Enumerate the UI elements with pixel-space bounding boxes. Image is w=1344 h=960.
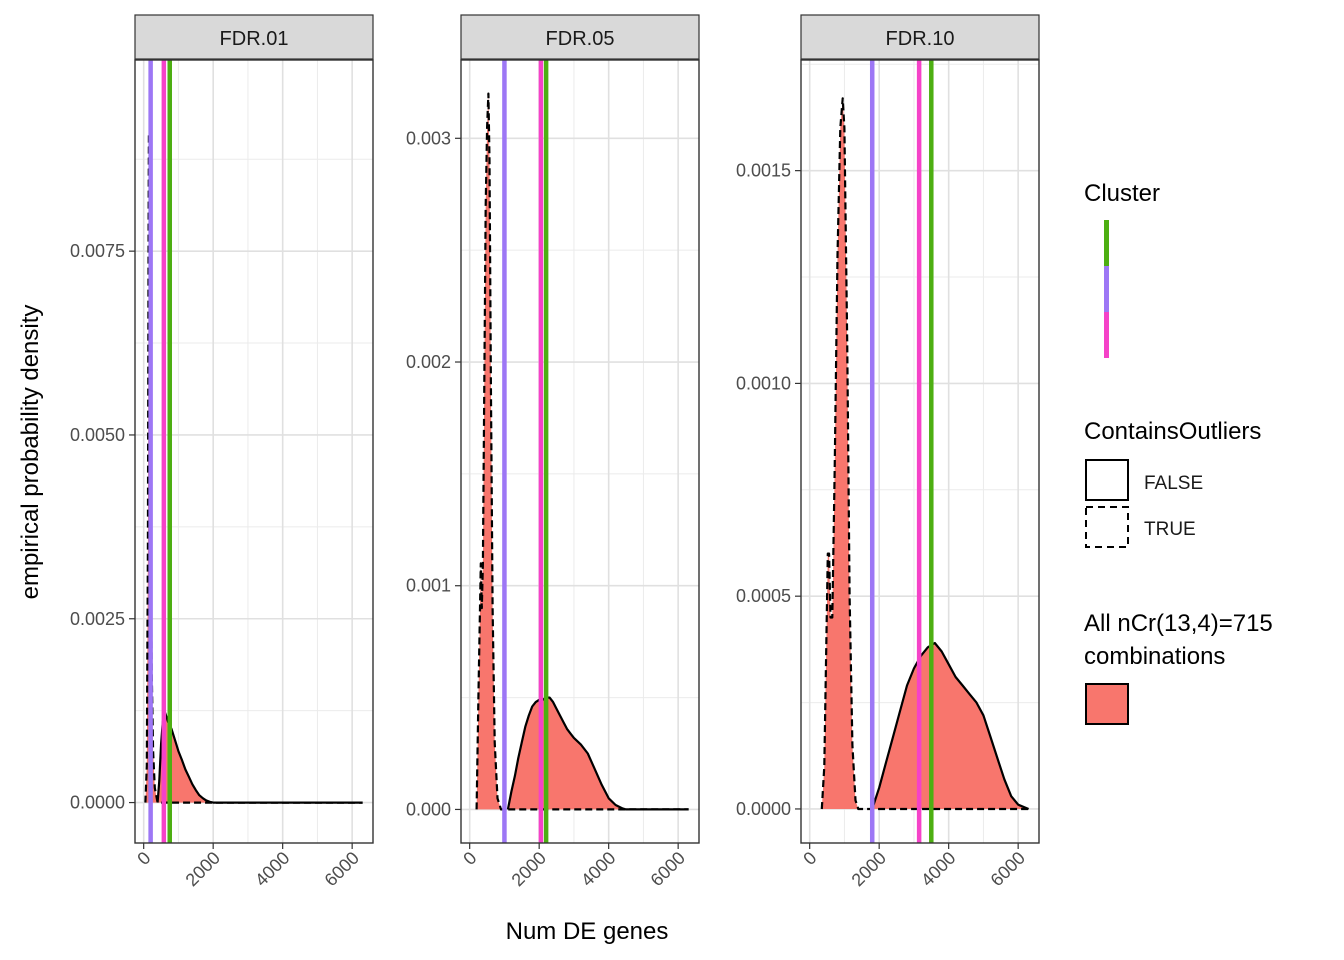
density-line-false <box>871 641 1030 811</box>
y-tick-label: 0.003 <box>406 128 451 148</box>
x-tick-label: 4000 <box>251 848 293 890</box>
grid <box>135 60 373 843</box>
facet-strip-label: FDR.10 <box>886 28 955 50</box>
facet-strip-label: FDR.01 <box>220 28 289 50</box>
y-tick-label: 0.0010 <box>736 373 791 393</box>
y-tick-label: 0.000 <box>406 799 451 819</box>
x-tick-label: 0 <box>459 848 480 869</box>
panel-border <box>134 59 374 844</box>
legend-outliers-title: ContainsOutliers <box>1084 418 1261 445</box>
legend-key-combinations <box>1085 683 1129 725</box>
x-tick-label: 0 <box>133 848 154 869</box>
x-tick-label: 6000 <box>987 848 1029 890</box>
panel-2: FDR.05 0.000 0.001 0.002 0.003 0 2000 4000 6000 <box>406 14 700 890</box>
y-tick-label: 0.0000 <box>736 799 791 819</box>
legend-label-false: FALSE <box>1144 473 1203 494</box>
panel-1: FDR.01 0.0000 0.0025 0.0050 0.0075 0 2000 4000 6… <box>70 14 374 890</box>
legend: Cluster ContainsOutliers FALSE TRUE All … <box>1084 180 1273 725</box>
density-fill-true <box>821 98 1029 810</box>
panel-border <box>800 59 1040 844</box>
x-tick-label: 4000 <box>577 848 619 890</box>
panel-border <box>460 59 700 844</box>
legend-cluster-key <box>1104 312 1109 358</box>
facet-strip <box>134 14 374 60</box>
density-line-true <box>820 97 1029 811</box>
x-tick-label: 4000 <box>917 848 959 890</box>
legend-cluster-key <box>1104 266 1109 312</box>
legend-key-true <box>1085 506 1129 548</box>
legend-cluster-key <box>1104 220 1109 266</box>
y-tick-label: 0.0025 <box>70 609 125 629</box>
y-axis-title: empirical probability density <box>17 305 44 600</box>
legend-cluster-keys <box>1104 220 1109 358</box>
y-tick-label: 0.002 <box>406 352 451 372</box>
y-tick-label: 0.0005 <box>736 586 791 606</box>
facet-strip-label: FDR.05 <box>546 28 615 50</box>
x-tick-label: 2000 <box>508 848 550 890</box>
panel-background <box>135 60 373 843</box>
x-tick-label: 0 <box>799 848 820 869</box>
legend-combos-title-line2: combinations <box>1084 643 1225 670</box>
y-tick-label: 0.001 <box>406 576 451 596</box>
facet-strip <box>800 14 1040 60</box>
legend-combos-title-line1: All nCr(13,4)=715 <box>1084 610 1273 637</box>
y-tick-label: 0.0075 <box>70 241 125 261</box>
legend-label-true: TRUE <box>1144 519 1196 540</box>
panel-background <box>461 60 699 843</box>
x-tick-label: 6000 <box>647 848 689 890</box>
legend-cluster-title: Cluster <box>1084 180 1160 207</box>
facet-strip <box>460 14 700 60</box>
x-tick-label: 6000 <box>321 848 363 890</box>
density-line-false <box>506 696 689 811</box>
y-tick-label: 0.0000 <box>70 793 125 813</box>
x-tick-label: 2000 <box>182 848 224 890</box>
y-tick-label: 0.0050 <box>70 425 125 445</box>
x-tick-label: 2000 <box>848 848 890 890</box>
density-fill-false <box>157 712 363 803</box>
panel-3: FDR.10 0.0000 0.0005 0.0010 0.0015 0 2000 4000 6… <box>736 14 1040 890</box>
legend-key-false <box>1085 459 1129 501</box>
x-axis-title: Num DE genes <box>506 918 669 945</box>
density-line-true <box>475 92 689 811</box>
density-fill-false <box>872 643 1029 809</box>
y-tick-label: 0.0015 <box>736 161 791 181</box>
density-fill-false <box>507 697 689 810</box>
